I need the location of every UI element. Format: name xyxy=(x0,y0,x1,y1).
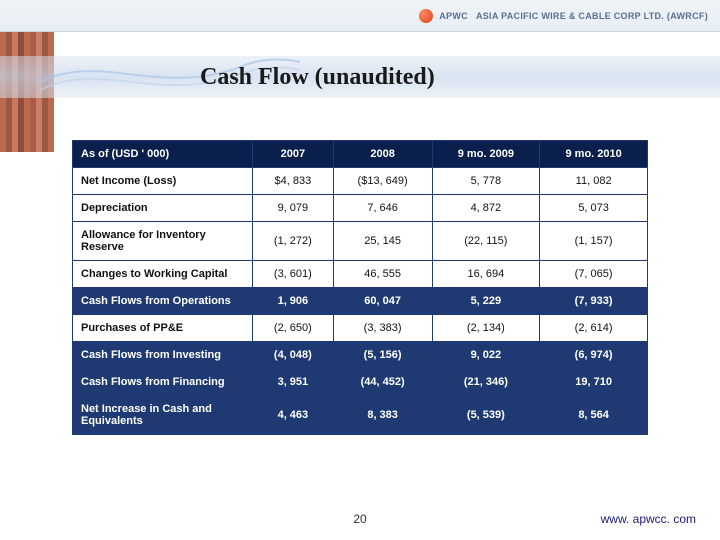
row-label: Net Increase in Cash and Equivalents xyxy=(73,396,253,435)
page-title: Cash Flow (unaudited) xyxy=(200,64,435,91)
cell-value: (2, 650) xyxy=(253,315,334,342)
table-row: Changes to Working Capital(3, 601)46, 55… xyxy=(73,261,648,288)
cell-value: 5, 229 xyxy=(432,288,540,315)
cell-value: 46, 555 xyxy=(333,261,432,288)
cell-value: 7, 646 xyxy=(333,195,432,222)
table-row: Net Increase in Cash and Equivalents4, 4… xyxy=(73,396,648,435)
cell-value: 60, 047 xyxy=(333,288,432,315)
cell-value: 11, 082 xyxy=(540,168,648,195)
cashflow-table-wrap: As of (USD ' 000)200720089 mo. 20099 mo.… xyxy=(72,140,648,435)
company-full: ASIA PACIFIC WIRE & CABLE CORP LTD. (AWR… xyxy=(476,11,708,21)
cell-value: (7, 065) xyxy=(540,261,648,288)
footer-url: www. apwcc. com xyxy=(601,512,696,526)
cell-value: (1, 272) xyxy=(253,222,334,261)
row-label: Allowance for Inventory Reserve xyxy=(73,222,253,261)
col-period: 9 mo. 2009 xyxy=(432,141,540,168)
cell-value: (44, 452) xyxy=(333,369,432,396)
row-label: Net Income (Loss) xyxy=(73,168,253,195)
table-row: Net Income (Loss)$4, 833($13, 649)5, 778… xyxy=(73,168,648,195)
cell-value: 4, 463 xyxy=(253,396,334,435)
cell-value: 4, 872 xyxy=(432,195,540,222)
col-period: 2007 xyxy=(253,141,334,168)
row-label: Purchases of PP&E xyxy=(73,315,253,342)
cell-value: 9, 079 xyxy=(253,195,334,222)
col-period: 2008 xyxy=(333,141,432,168)
cell-value: 9, 022 xyxy=(432,342,540,369)
cell-value: (6, 974) xyxy=(540,342,648,369)
cell-value: 5, 073 xyxy=(540,195,648,222)
cell-value: $4, 833 xyxy=(253,168,334,195)
table-row: Cash Flows from Operations1, 90660, 0475… xyxy=(73,288,648,315)
cell-value: (7, 933) xyxy=(540,288,648,315)
cell-value: 5, 778 xyxy=(432,168,540,195)
cell-value: 1, 906 xyxy=(253,288,334,315)
row-label: Cash Flows from Investing xyxy=(73,342,253,369)
cell-value: (3, 601) xyxy=(253,261,334,288)
row-label: Cash Flows from Financing xyxy=(73,369,253,396)
cell-value: 8, 564 xyxy=(540,396,648,435)
cell-value: (2, 614) xyxy=(540,315,648,342)
cell-value: (21, 346) xyxy=(432,369,540,396)
table-row: Allowance for Inventory Reserve(1, 272)2… xyxy=(73,222,648,261)
table-row: Depreciation9, 0797, 6464, 8725, 073 xyxy=(73,195,648,222)
header-bar: APWC ASIA PACIFIC WIRE & CABLE CORP LTD.… xyxy=(0,0,720,32)
table-row: Purchases of PP&E(2, 650)(3, 383)(2, 134… xyxy=(73,315,648,342)
cell-value: (1, 157) xyxy=(540,222,648,261)
cell-value: (2, 134) xyxy=(432,315,540,342)
cell-value: (22, 115) xyxy=(432,222,540,261)
table-row: Cash Flows from Financing3, 951(44, 452)… xyxy=(73,369,648,396)
company-abbrev: APWC xyxy=(439,11,468,21)
logo-icon xyxy=(419,9,433,23)
title-band: Cash Flow (unaudited) xyxy=(0,56,720,98)
row-label: Depreciation xyxy=(73,195,253,222)
cell-value: 25, 145 xyxy=(333,222,432,261)
cell-value: 8, 383 xyxy=(333,396,432,435)
cell-value: (5, 156) xyxy=(333,342,432,369)
row-label: Changes to Working Capital xyxy=(73,261,253,288)
cell-value: 16, 694 xyxy=(432,261,540,288)
col-period: 9 mo. 2010 xyxy=(540,141,648,168)
cell-value: (5, 539) xyxy=(432,396,540,435)
table-row: Cash Flows from Investing(4, 048)(5, 156… xyxy=(73,342,648,369)
cell-value: (3, 383) xyxy=(333,315,432,342)
cashflow-table: As of (USD ' 000)200720089 mo. 20099 mo.… xyxy=(72,140,648,435)
cell-value: ($13, 649) xyxy=(333,168,432,195)
cell-value: 19, 710 xyxy=(540,369,648,396)
col-label: As of (USD ' 000) xyxy=(73,141,253,168)
cell-value: (4, 048) xyxy=(253,342,334,369)
row-label: Cash Flows from Operations xyxy=(73,288,253,315)
cell-value: 3, 951 xyxy=(253,369,334,396)
